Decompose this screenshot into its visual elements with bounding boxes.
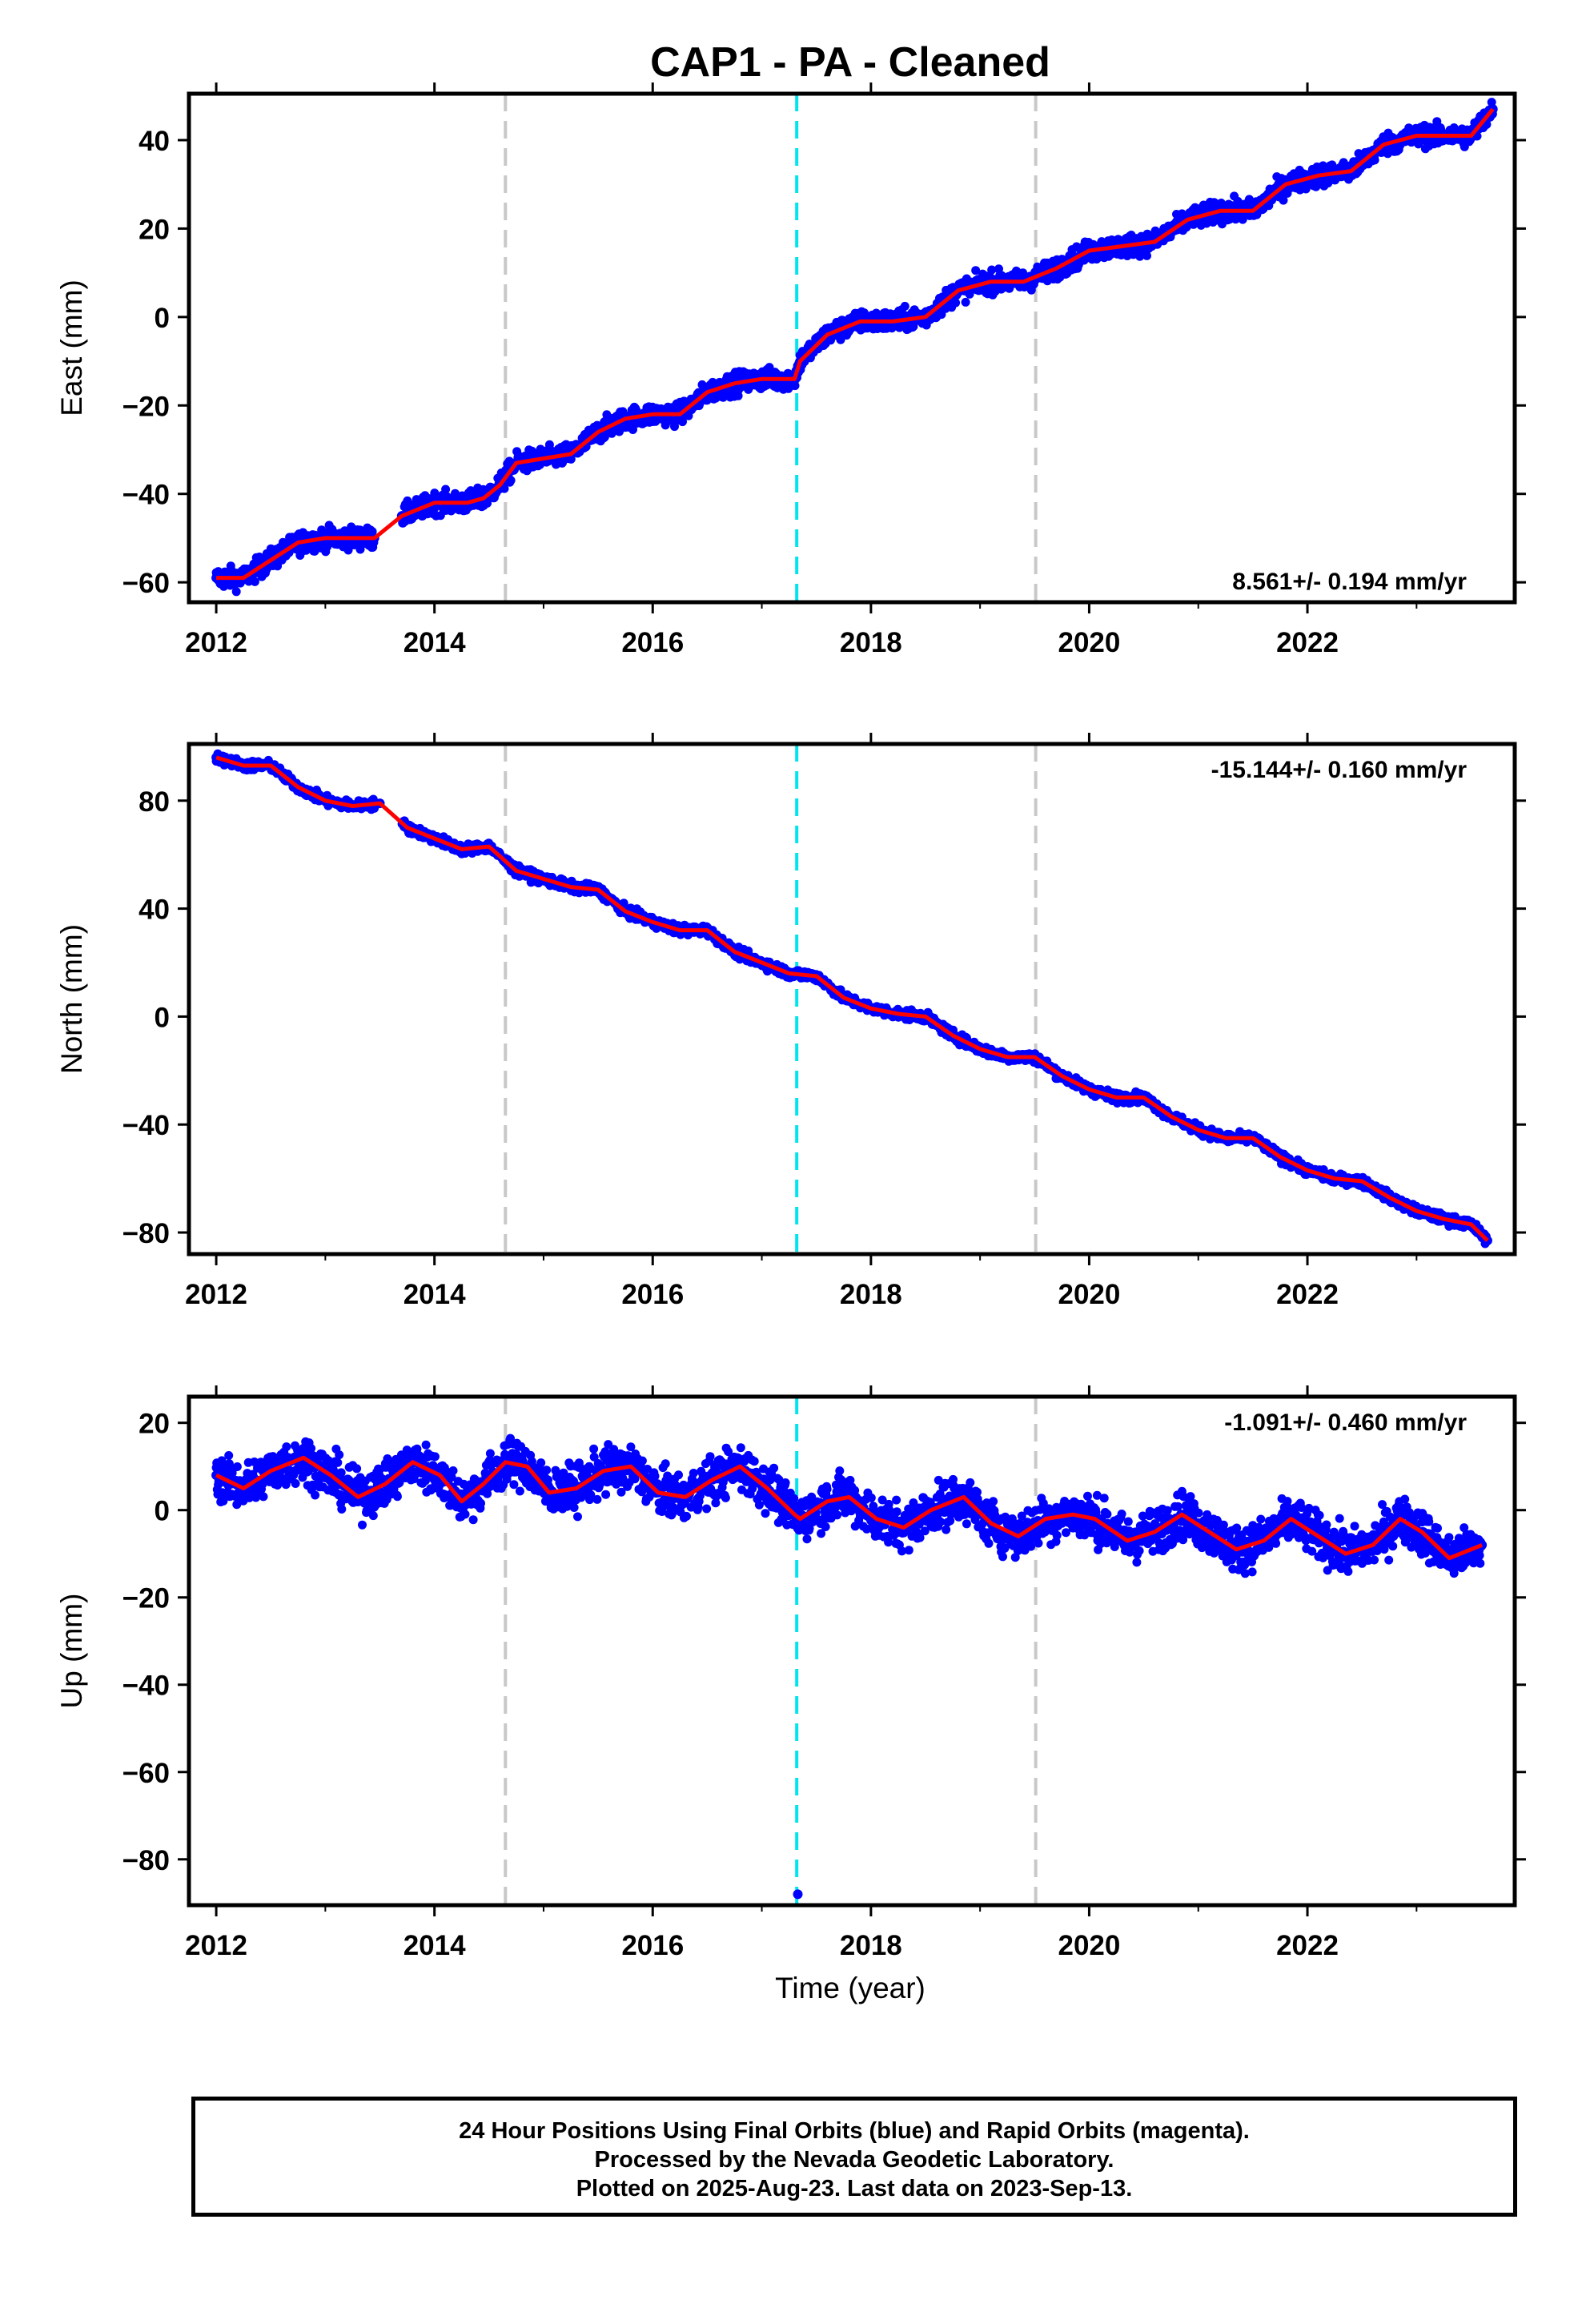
x-tick-label: 2012	[185, 627, 247, 658]
plot-area	[211, 98, 1498, 597]
y-tick-label: 20	[139, 214, 170, 245]
y-axis-label: East (mm)	[55, 279, 88, 416]
data-point	[403, 496, 412, 505]
data-point	[250, 577, 259, 586]
data-point	[961, 297, 970, 307]
x-tick-label: 2014	[404, 627, 466, 658]
y-tick-label: −20	[122, 391, 170, 422]
y-tick-label: −40	[122, 480, 170, 511]
x-tick-label: 2016	[621, 627, 684, 658]
chart-title: CAP1 - PA - Cleaned	[650, 39, 1050, 86]
data-point	[441, 485, 451, 494]
y-tick-label: 0	[155, 303, 170, 334]
model-fit-line	[216, 107, 1495, 581]
rate-label: 8.561+/- 0.194 mm/yr	[1232, 569, 1467, 595]
data-point	[971, 266, 981, 275]
x-tick-label: 2022	[1276, 627, 1339, 658]
y-tick-label: 40	[139, 126, 170, 157]
data-point	[1135, 251, 1145, 261]
data-point	[987, 265, 997, 275]
data-point	[965, 289, 974, 299]
plot-frame	[187, 91, 1517, 605]
data-point	[1279, 195, 1288, 205]
data-point	[430, 489, 440, 498]
data-point	[900, 301, 909, 311]
data-point	[1244, 195, 1254, 204]
x-tick-label: 2020	[1058, 627, 1121, 658]
panel-east: −60 −40 −20 0 20 40 2012 2014 2016 2018 2020 2022 Ea…	[55, 82, 1526, 658]
data-point	[790, 381, 800, 391]
data-point	[1370, 155, 1379, 165]
daily-positions	[211, 98, 1498, 597]
data-point	[600, 432, 609, 442]
x-tick-label: 2018	[840, 627, 902, 658]
plot-area	[211, 749, 1492, 1248]
data-point	[1142, 251, 1151, 260]
data-point	[678, 417, 687, 427]
y-tick-label: −60	[122, 568, 170, 599]
chart-panels: −60 −40 −20 0 20 40 2012 2014 2016 2018 2020 2022 Ea…	[55, 82, 1526, 1961]
data-point	[951, 298, 961, 308]
data-point	[506, 476, 516, 485]
data-point	[231, 587, 241, 597]
